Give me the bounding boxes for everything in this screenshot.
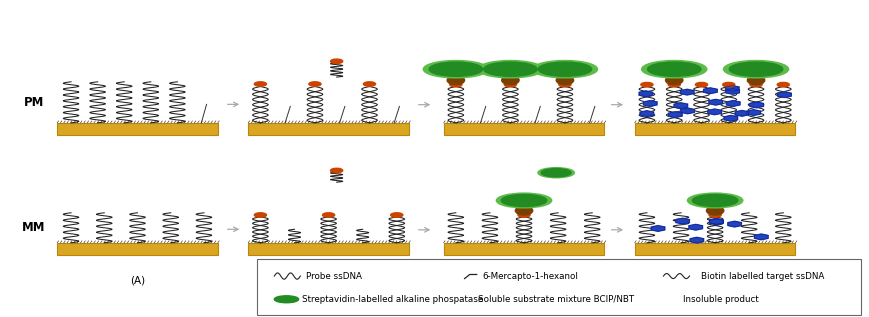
Circle shape [722,82,734,87]
Ellipse shape [555,76,573,85]
Circle shape [254,213,266,217]
Ellipse shape [501,194,546,207]
Text: (A): (A) [129,275,145,285]
Ellipse shape [541,169,570,177]
Ellipse shape [423,61,488,78]
Bar [256,260,859,315]
Text: (D): (D) [706,275,722,285]
Circle shape [640,82,653,87]
Polygon shape [708,99,721,105]
Polygon shape [749,102,763,108]
Ellipse shape [428,62,482,76]
Circle shape [363,82,375,86]
Ellipse shape [538,62,591,76]
Polygon shape [703,88,716,94]
Polygon shape [639,91,652,97]
Bar [443,123,604,135]
Ellipse shape [647,62,700,76]
Text: 6-Mercapto-1-hexanol: 6-Mercapto-1-hexanol [481,272,577,281]
Polygon shape [673,103,687,108]
Ellipse shape [274,296,298,303]
Ellipse shape [514,206,532,215]
Polygon shape [709,219,722,225]
Polygon shape [723,115,737,121]
Polygon shape [746,110,760,115]
Polygon shape [688,224,701,230]
Circle shape [694,82,706,87]
Bar [57,123,217,135]
Circle shape [689,271,698,275]
Text: Biotin labelled target ssDNA: Biotin labelled target ssDNA [700,272,823,281]
Polygon shape [734,111,748,116]
Ellipse shape [537,168,574,178]
Text: Probe ssDNA: Probe ssDNA [305,272,362,281]
Polygon shape [680,108,693,114]
Text: Streptavidin-labelled alkaline phospatase: Streptavidin-labelled alkaline phospatas… [302,295,483,304]
Polygon shape [708,218,722,224]
Ellipse shape [723,61,787,78]
Circle shape [322,213,335,217]
Circle shape [517,213,529,217]
Ellipse shape [665,76,682,85]
Text: PM: PM [23,96,43,109]
Polygon shape [643,100,656,106]
Circle shape [330,59,342,63]
Circle shape [776,82,788,87]
Polygon shape [725,86,738,91]
Circle shape [708,213,720,217]
Text: (B): (B) [321,275,335,285]
Circle shape [558,82,570,87]
Polygon shape [707,109,720,115]
Circle shape [390,213,402,217]
Circle shape [504,82,516,87]
Polygon shape [777,92,790,98]
Polygon shape [753,234,767,240]
Polygon shape [666,297,677,302]
Ellipse shape [692,194,737,207]
Polygon shape [727,221,740,227]
Polygon shape [680,89,693,95]
Polygon shape [689,237,703,243]
Bar [634,243,794,255]
Circle shape [330,168,342,173]
Bar [248,123,408,135]
Ellipse shape [687,193,742,208]
Polygon shape [726,100,740,106]
Polygon shape [675,218,688,224]
Ellipse shape [728,62,782,76]
Bar [443,243,604,255]
Ellipse shape [477,61,542,78]
Polygon shape [640,111,653,116]
Bar [634,123,794,135]
Polygon shape [651,226,664,231]
Circle shape [667,82,680,87]
Ellipse shape [746,76,764,85]
Circle shape [449,82,461,87]
Bar [248,243,408,255]
Ellipse shape [447,76,464,85]
Text: (C): (C) [516,275,531,285]
Ellipse shape [501,76,519,85]
Bar [57,243,217,255]
Circle shape [308,82,321,86]
Text: Insoluble product: Insoluble product [682,295,758,304]
Circle shape [254,82,266,86]
Ellipse shape [641,61,706,78]
Ellipse shape [532,61,597,78]
Ellipse shape [496,193,551,208]
Polygon shape [667,112,681,118]
Ellipse shape [483,62,536,76]
Polygon shape [725,88,739,94]
Text: Soluble substrate mixture BCIP/NBT: Soluble substrate mixture BCIP/NBT [478,295,634,304]
Text: MM: MM [22,221,45,234]
Circle shape [749,82,761,87]
Ellipse shape [706,206,723,215]
